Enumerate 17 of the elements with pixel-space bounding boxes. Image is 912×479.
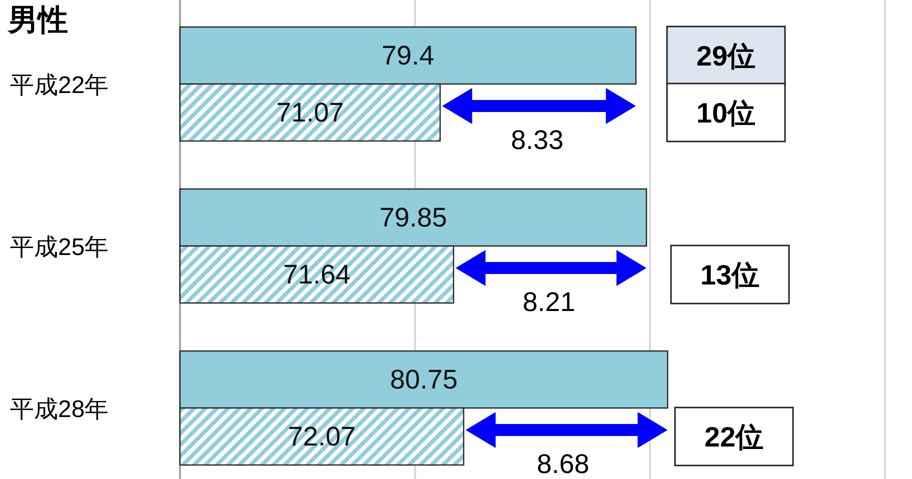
y-tick-label: 平成28年 <box>10 396 109 423</box>
data-label: 71.64 <box>282 260 351 290</box>
data-label: 71.07 <box>276 98 344 128</box>
annotation: 22位 <box>704 422 764 452</box>
annotation: 8.33 <box>510 125 564 155</box>
data-label: 79.85 <box>379 202 448 232</box>
data-label: 80.75 <box>390 364 458 394</box>
chart-title: 男性 <box>7 4 68 37</box>
annotation: 29位 <box>696 40 756 72</box>
annotation: 8.68 <box>536 449 590 479</box>
data-label: 79.4 <box>382 40 434 70</box>
data-label: 72.07 <box>288 422 356 452</box>
y-tick-label: 平成22年 <box>10 72 109 99</box>
annotation: 8.21 <box>522 287 576 317</box>
y-tick-label: 平成25年 <box>10 234 109 261</box>
annotation: 13位 <box>700 260 760 290</box>
annotation: 10位 <box>696 98 756 128</box>
